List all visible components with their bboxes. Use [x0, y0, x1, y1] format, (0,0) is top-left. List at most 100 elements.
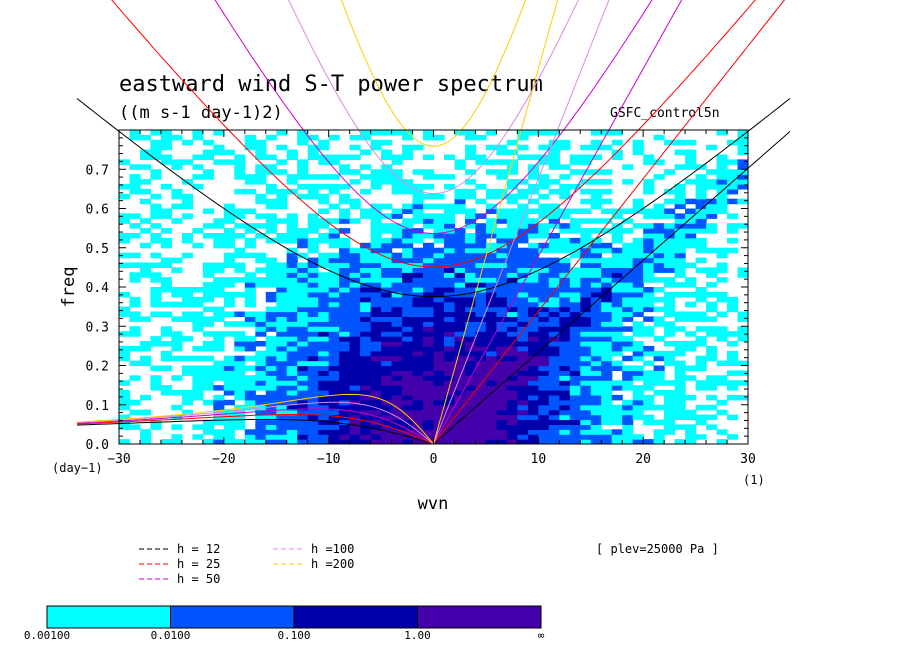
heatmap-cell	[423, 404, 435, 411]
heatmap-cell	[622, 164, 634, 170]
heatmap-cell	[307, 257, 319, 264]
heatmap-cell	[685, 233, 697, 239]
heatmap-cell	[685, 345, 697, 352]
heatmap-cell	[444, 262, 456, 268]
heatmap-cell	[527, 184, 539, 190]
heatmap-cell	[465, 439, 477, 444]
heatmap-cell	[160, 228, 172, 234]
heatmap-cell	[569, 223, 581, 229]
heatmap-cell	[496, 434, 508, 440]
heatmap-cell	[381, 267, 393, 273]
heatmap-cell	[475, 331, 487, 337]
heatmap-cell	[391, 130, 403, 136]
heatmap-cell	[716, 159, 728, 165]
heatmap-cell	[622, 326, 634, 332]
heatmap-cell	[129, 223, 141, 229]
heatmap-cell	[171, 434, 183, 440]
heatmap-cell	[276, 282, 288, 288]
heatmap-cell	[276, 287, 288, 293]
heatmap-cell	[129, 316, 141, 322]
heatmap-cell	[412, 301, 424, 308]
heatmap-cell	[611, 394, 623, 401]
heatmap-cell	[569, 350, 581, 357]
heatmap-cell	[643, 375, 655, 381]
heatmap-cell	[150, 296, 162, 303]
heatmap-cell	[318, 345, 330, 352]
heatmap-cell	[580, 316, 592, 322]
heatmap-cell	[202, 208, 214, 214]
heatmap-cell	[223, 311, 235, 317]
heatmap-cell	[527, 287, 539, 293]
heatmap-cell	[506, 360, 518, 367]
heatmap-cell	[433, 296, 445, 303]
heatmap-cell	[548, 154, 560, 160]
heatmap-cell	[265, 419, 277, 425]
heatmap-cell	[580, 208, 592, 214]
heatmap-cell	[559, 370, 571, 376]
heatmap-cell	[370, 208, 382, 214]
heatmap-cell	[716, 439, 728, 444]
heatmap-cell	[548, 247, 560, 254]
heatmap-cell	[674, 375, 686, 381]
heatmap-cell	[360, 321, 372, 327]
heatmap-cell	[349, 360, 361, 367]
heatmap-cell	[265, 424, 277, 430]
heatmap-cell	[444, 301, 456, 308]
heatmap-cell	[119, 213, 131, 219]
heatmap-cell	[527, 439, 539, 444]
heatmap-cell	[706, 380, 718, 386]
heatmap-cell	[160, 237, 172, 244]
heatmap-cell	[727, 198, 739, 205]
heatmap-cell	[307, 144, 319, 151]
heatmap-cell	[569, 247, 581, 254]
heatmap-cell	[538, 341, 550, 347]
heatmap-cell	[171, 341, 183, 347]
heatmap-cell	[569, 390, 581, 396]
heatmap-cell	[601, 360, 613, 367]
heatmap-cell	[370, 326, 382, 332]
heatmap-cell	[485, 424, 497, 430]
heatmap-cell	[674, 193, 686, 200]
heatmap-cell	[716, 311, 728, 317]
heatmap-cell	[611, 429, 623, 435]
heatmap-cell	[349, 218, 361, 224]
heatmap-cell	[318, 336, 330, 342]
heatmap-cell	[276, 345, 288, 352]
heatmap-cell	[527, 404, 539, 411]
heatmap-cell	[454, 350, 466, 357]
heatmap-cell	[706, 306, 718, 313]
heatmap-cell	[506, 311, 518, 317]
heatmap-cell	[611, 365, 623, 371]
heatmap-cell	[632, 277, 644, 283]
heatmap-cell	[632, 257, 644, 264]
heatmap-cell	[339, 424, 351, 430]
heatmap-cell	[548, 144, 560, 151]
heatmap-cell	[433, 311, 445, 317]
heatmap-cell	[381, 203, 393, 210]
heatmap-cell	[496, 218, 508, 224]
heatmap-cell	[265, 370, 277, 376]
heatmap-cell	[307, 247, 319, 254]
heatmap-cell	[244, 434, 256, 440]
heatmap-cell	[517, 272, 529, 278]
heatmap-cell	[465, 267, 477, 273]
heatmap-cell	[402, 355, 414, 362]
heatmap-cell	[202, 139, 214, 146]
heatmap-cell	[643, 350, 655, 357]
heatmap-cell	[465, 247, 477, 254]
heatmap-cell	[265, 213, 277, 219]
heatmap-cell	[517, 208, 529, 214]
heatmap-cell	[339, 336, 351, 342]
heatmap-cell	[286, 350, 298, 357]
heatmap-cell	[381, 287, 393, 293]
heatmap-cell	[685, 439, 697, 444]
heatmap-cell	[685, 262, 697, 268]
heatmap-cell	[129, 296, 141, 303]
heatmap-cell	[119, 193, 131, 200]
heatmap-cell	[171, 355, 183, 362]
heatmap-cell	[433, 134, 445, 141]
heatmap-cell	[307, 218, 319, 224]
heatmap-cell	[234, 424, 246, 430]
heatmap-cell	[506, 272, 518, 278]
heatmap-cell	[370, 331, 382, 337]
